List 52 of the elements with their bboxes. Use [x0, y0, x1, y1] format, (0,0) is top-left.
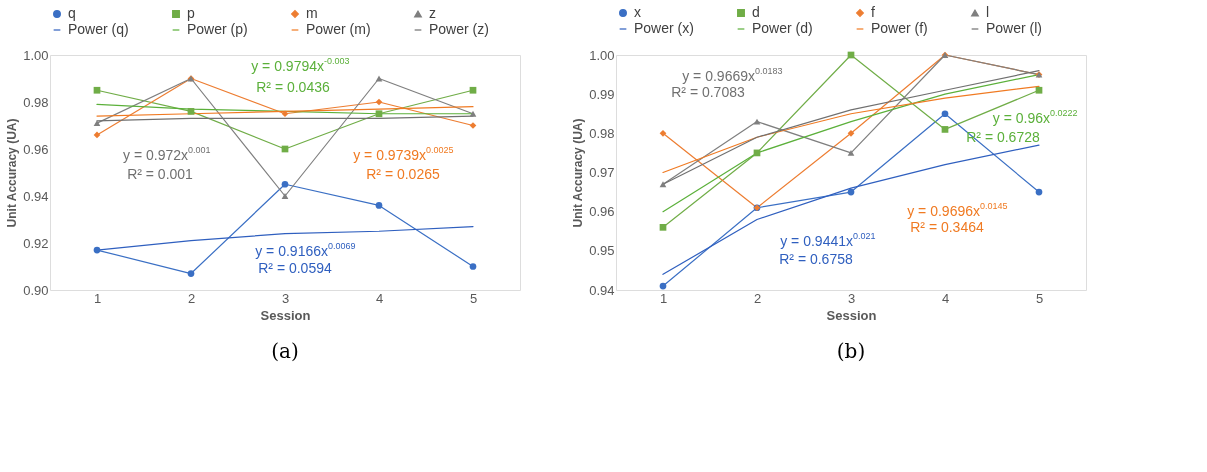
- x-tick-label: 3: [847, 290, 856, 306]
- annotation: R² = 0.3464: [910, 219, 984, 235]
- x-axis-title: Session: [260, 307, 311, 323]
- legend-label: Power (p): [187, 21, 248, 37]
- legend-label: p: [187, 5, 195, 21]
- legend-label: d: [752, 4, 760, 20]
- y-tick-label: 0.98: [589, 125, 615, 141]
- y-axis-title: Unit Accuracy (UA): [5, 118, 20, 228]
- y-axis-title: Unit Accuracy (UA): [571, 118, 586, 228]
- annotation: R² = 0.0436: [256, 79, 330, 95]
- legend-label: Power (q): [68, 21, 129, 37]
- legend-label: Power (z): [429, 21, 489, 37]
- y-tick-label: 0.94: [23, 188, 49, 204]
- annotation: R² = 0.001: [127, 166, 194, 182]
- legend-label: Power (l): [986, 20, 1043, 36]
- x-tick-label: 5: [469, 290, 478, 306]
- legend-label: z: [429, 5, 436, 21]
- y-tick-label: 0.96: [589, 204, 615, 220]
- y-tick-label: 0.90: [23, 282, 49, 298]
- legend-label: f: [871, 4, 875, 20]
- y-tick-label: 0.98: [23, 94, 49, 110]
- legend-label: m: [306, 5, 318, 21]
- y-tick-label: 0.94: [589, 282, 615, 298]
- text: (b): [836, 339, 866, 363]
- x-tick-label: 1: [93, 290, 102, 306]
- text: (a): [271, 339, 299, 363]
- x-tick-label: 5: [1035, 290, 1044, 306]
- annotation: R² = 0.0265: [366, 166, 440, 182]
- y-tick-label: 0.96: [23, 141, 49, 157]
- legend-label: l: [986, 4, 990, 20]
- y-tick-label: 0.95: [589, 243, 615, 259]
- y-tick-label: 0.99: [589, 86, 615, 102]
- y-tick-label: 0.97: [589, 165, 615, 180]
- legend-label: q: [68, 5, 76, 21]
- legend-label: Power (d): [752, 20, 813, 36]
- annotation: R² = 0.0594: [258, 260, 332, 276]
- x-tick-label: 2: [753, 290, 762, 306]
- x-axis-title: Session: [826, 307, 877, 323]
- x-tick-label: 2: [187, 290, 196, 306]
- legend-label: Power (f): [871, 20, 928, 36]
- x-tick-label: 4: [375, 290, 384, 306]
- legend-label: Power (m): [306, 21, 371, 37]
- y-tick-label: 1.00: [589, 47, 615, 63]
- y-tick-label: 0.92: [23, 235, 49, 251]
- annotation: R² = 0.6758: [779, 251, 853, 267]
- legend-label: Power (x): [634, 20, 694, 36]
- legend-label: x: [634, 4, 641, 20]
- x-tick-label: 3: [281, 290, 290, 306]
- annotation: R² = 0.7083: [671, 84, 745, 100]
- y-tick-label: 1.00: [23, 47, 49, 63]
- x-tick-label: 4: [941, 290, 950, 306]
- x-tick-label: 1: [659, 290, 668, 306]
